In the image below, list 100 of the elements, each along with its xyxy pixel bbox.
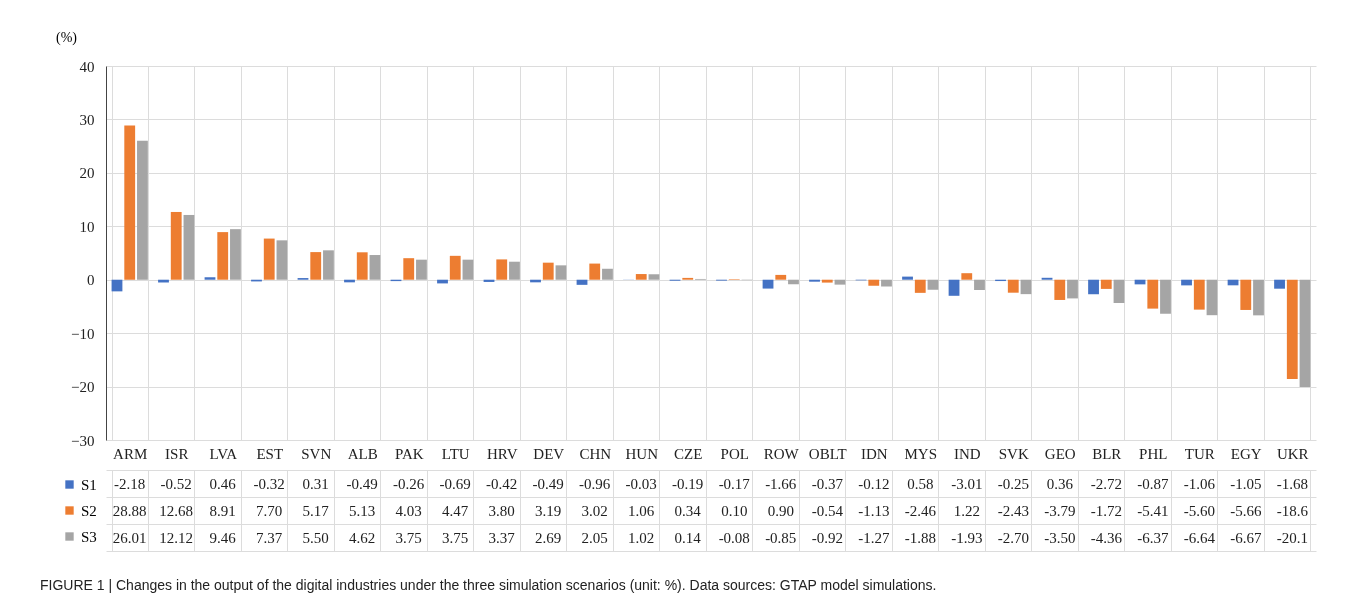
bar <box>449 255 461 280</box>
x-tick-label: CHN <box>579 445 612 462</box>
x-tick-label: ALB <box>347 445 378 462</box>
bar <box>462 259 474 280</box>
data-label: 28.88 <box>112 502 147 519</box>
data-label: 8.91 <box>209 502 236 519</box>
data-label: -0.19 <box>672 475 704 492</box>
data-label: 1.22 <box>953 502 980 519</box>
bar <box>1286 279 1298 380</box>
data-label: -6.37 <box>1137 529 1169 546</box>
bar <box>868 279 880 286</box>
bar <box>204 277 216 280</box>
y-tick-label: 0 <box>87 272 95 289</box>
data-label: -0.49 <box>346 475 378 492</box>
data-label: 5.17 <box>302 502 330 519</box>
bar <box>356 252 368 280</box>
x-tick-label: ISR <box>165 445 189 462</box>
y-tick-label: −20 <box>71 379 95 396</box>
data-label: -1.68 <box>1276 475 1308 492</box>
bar <box>496 259 508 280</box>
y-axis-title: (%) <box>56 29 78 46</box>
data-label: -0.92 <box>811 529 843 546</box>
data-label: -4.36 <box>1090 529 1123 546</box>
bar <box>1299 279 1311 388</box>
data-label: -20.1 <box>1276 529 1308 546</box>
y-tick-label: 20 <box>79 165 95 182</box>
bar <box>323 250 334 280</box>
data-label: 7.70 <box>256 502 283 519</box>
data-label: -0.42 <box>486 475 518 492</box>
bar <box>576 279 588 285</box>
data-label: -5.41 <box>1137 502 1169 519</box>
bar <box>1181 279 1192 286</box>
x-tick-label: EST <box>256 445 284 462</box>
bar <box>914 279 926 293</box>
bar <box>555 265 567 280</box>
bar <box>263 238 275 280</box>
text: FIGURE 1 | Changes in the output of the digital industries under the three simulation scenarios (unit: %). Data sources: GTAP model simulations. <box>40 577 937 593</box>
data-label: 26.01 <box>112 529 147 546</box>
legend-label: S1 <box>81 476 97 493</box>
data-label: 0.14 <box>674 529 702 546</box>
y-tick-label: 10 <box>79 218 95 235</box>
data-label: -6.67 <box>1230 529 1262 546</box>
data-label: -0.96 <box>579 475 611 492</box>
x-tick-label: OBLT <box>808 445 847 462</box>
data-label: -0.17 <box>718 475 751 492</box>
data-label: -3.79 <box>1044 502 1076 519</box>
bar <box>369 255 381 280</box>
bar <box>124 125 136 280</box>
data-label: -2.43 <box>997 502 1029 519</box>
x-tick-label: TUR <box>1184 445 1215 462</box>
data-label: -0.08 <box>718 529 750 546</box>
bar <box>1147 279 1159 309</box>
bar <box>1240 279 1252 310</box>
bar <box>1274 279 1285 289</box>
data-label: -5.60 <box>1183 502 1215 519</box>
data-label: 2.05 <box>581 529 608 546</box>
bar <box>961 273 973 280</box>
bar <box>834 279 846 285</box>
data-label: -0.26 <box>393 475 425 492</box>
bar <box>1160 279 1171 314</box>
x-tick-label: PHL <box>1139 445 1168 462</box>
data-label: 0.10 <box>721 502 748 519</box>
bar <box>1067 279 1078 299</box>
x-tick-label: POL <box>720 445 749 462</box>
bar <box>137 140 148 280</box>
data-label: 3.37 <box>488 529 516 546</box>
data-label: 0.34 <box>674 502 702 519</box>
x-tick-label: BLR <box>1092 445 1122 462</box>
data-label: 2.69 <box>535 529 562 546</box>
bar <box>648 274 660 280</box>
bar <box>927 279 939 290</box>
y-tick-label: 40 <box>79 58 95 75</box>
data-label: 0.46 <box>209 475 237 492</box>
bar <box>602 268 613 280</box>
x-tick-label: MYS <box>904 445 938 462</box>
y-tick-label: 30 <box>79 111 95 128</box>
data-label: 3.75 <box>395 529 422 546</box>
bar <box>948 279 960 296</box>
x-tick-label: SVK <box>998 445 1029 462</box>
bar <box>403 258 415 280</box>
legend-label: S3 <box>81 528 97 545</box>
data-label: 4.03 <box>395 502 422 519</box>
bar <box>1193 279 1205 310</box>
legend-label: S2 <box>81 502 97 519</box>
data-label: -1.93 <box>951 529 983 546</box>
bar <box>170 211 182 280</box>
data-label: -1.27 <box>858 529 890 546</box>
data-label: 3.75 <box>442 529 469 546</box>
data-label: 0.90 <box>767 502 794 519</box>
x-tick-label: IDN <box>860 445 888 462</box>
data-label: -0.69 <box>439 475 471 492</box>
data-label: -2.46 <box>904 502 937 519</box>
x-tick-label: IND <box>953 445 981 462</box>
bar <box>589 263 601 280</box>
data-label: 1.06 <box>628 502 655 519</box>
data-label: -1.13 <box>858 502 890 519</box>
bar <box>1113 279 1125 304</box>
bar <box>542 262 554 280</box>
bar <box>416 259 427 280</box>
bar <box>762 279 774 289</box>
